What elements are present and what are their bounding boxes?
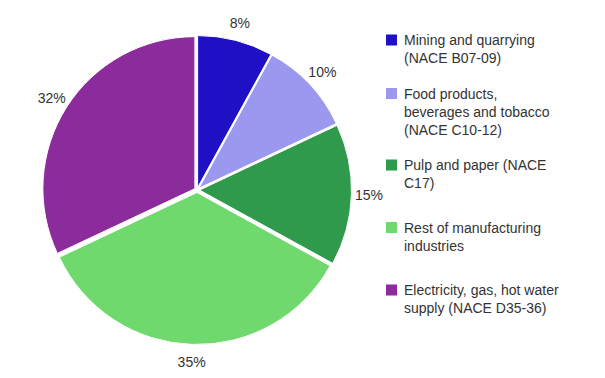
legend-label: Food products, beverages and tobacco (NA… <box>404 86 553 138</box>
data-label: 8% <box>230 15 250 31</box>
legend-label: Pulp and paper (NACE C17) <box>404 157 550 191</box>
chart: 8% 10% 15% 35% 32% Mining and quarrying (NACE… <box>0 0 605 378</box>
legend-swatch <box>386 222 397 233</box>
legend-label-line: Pulp and paper (NACE <box>404 157 550 173</box>
pie-slice <box>43 37 195 254</box>
legend-swatch <box>386 160 397 171</box>
legend-label-line: beverages and tobacco <box>404 104 553 120</box>
legend-label-line: Electricity, gas, hot water <box>404 282 562 298</box>
legend-label-line: (NACE B07-09) <box>404 50 501 66</box>
data-label: 15% <box>355 187 383 203</box>
legend-label-line: C17) <box>404 175 434 191</box>
legend-label: Rest of manufacturing industries <box>404 220 545 254</box>
legend: Mining and quarrying (NACE B07-09) Food p… <box>386 32 562 316</box>
legend-label-line: Mining and quarrying <box>404 32 539 48</box>
legend-label: Mining and quarrying (NACE B07-09) <box>404 32 539 66</box>
pie: 8% 10% 15% 35% 32% <box>38 15 383 370</box>
legend-label-line: Food products, <box>404 86 501 102</box>
data-label: 35% <box>178 354 206 370</box>
legend-label: Electricity, gas, hot water supply (NACE… <box>404 282 562 316</box>
legend-swatch <box>386 88 397 99</box>
legend-label-line: industries <box>404 238 464 254</box>
legend-label-line: Rest of manufacturing <box>404 220 545 236</box>
legend-swatch <box>386 35 397 46</box>
legend-label-line: supply (NACE D35-36) <box>404 300 546 316</box>
legend-label-line: (NACE C10-12) <box>404 122 502 138</box>
legend-swatch <box>386 285 397 296</box>
data-label: 32% <box>38 90 66 106</box>
data-label: 10% <box>308 64 336 80</box>
